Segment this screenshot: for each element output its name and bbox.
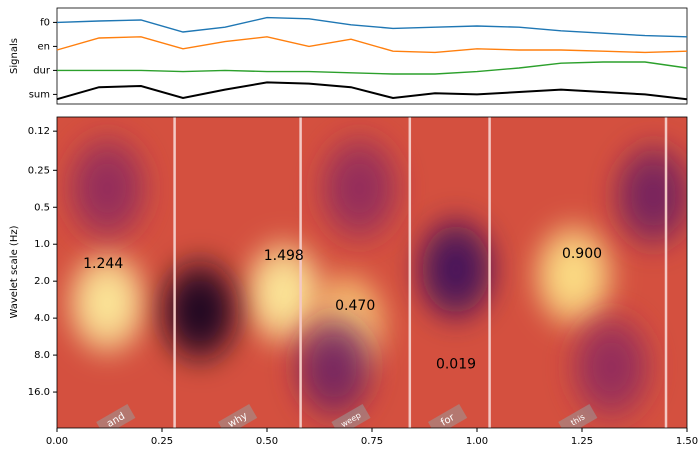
peak-label: 1.498 xyxy=(264,248,304,264)
x-tick-label: 0.00 xyxy=(46,436,68,447)
y-axis-label: Wavelet scale (Hz) xyxy=(9,225,20,318)
x-tick-label: 1.00 xyxy=(466,436,488,447)
y-tick-label: 1.0 xyxy=(34,239,50,250)
y-tick-label: 0.25 xyxy=(28,165,50,176)
hotspot xyxy=(563,305,660,428)
y-tick-label: sum xyxy=(29,89,50,100)
hotspot xyxy=(286,305,383,428)
x-tick-label: 1.50 xyxy=(676,436,698,447)
y-tick-label: 2.0 xyxy=(34,276,50,287)
y-tick-label: 4.0 xyxy=(34,313,50,324)
hotspot xyxy=(59,240,156,365)
signal-line xyxy=(56,16,688,38)
x-tick-label: 0.75 xyxy=(361,436,383,447)
y-tick-label: 8.0 xyxy=(34,350,50,361)
x-tick-label: 1.25 xyxy=(571,436,593,447)
peak-label: 1.244 xyxy=(83,256,123,272)
peak-label: 0.019 xyxy=(436,356,476,372)
x-tick-label: 0.50 xyxy=(256,436,278,447)
hotspot xyxy=(408,207,504,332)
y-tick-label: 0.12 xyxy=(28,126,50,137)
signal-line xyxy=(56,36,688,54)
plot-area xyxy=(56,7,688,105)
x-tick-label: 0.25 xyxy=(151,436,173,447)
y-tick-label: dur xyxy=(33,65,51,76)
signal-line xyxy=(56,81,688,101)
hotspot xyxy=(525,213,622,338)
hotspot xyxy=(151,249,248,374)
heatmap: and why weep for this xyxy=(57,117,687,428)
peak-label: 0.900 xyxy=(562,246,602,262)
y-tick-label: en xyxy=(38,41,51,52)
y-tick-label: 16.0 xyxy=(28,387,50,398)
peak-label: 0.470 xyxy=(335,298,375,314)
hotspot xyxy=(59,126,156,251)
hotspot xyxy=(605,133,687,258)
y-axis-label: Signals xyxy=(9,38,20,74)
hotspot xyxy=(311,126,408,251)
signal-line xyxy=(57,61,688,75)
y-tick-label: f0 xyxy=(40,17,50,28)
y-tick-label: 0.5 xyxy=(34,202,50,213)
